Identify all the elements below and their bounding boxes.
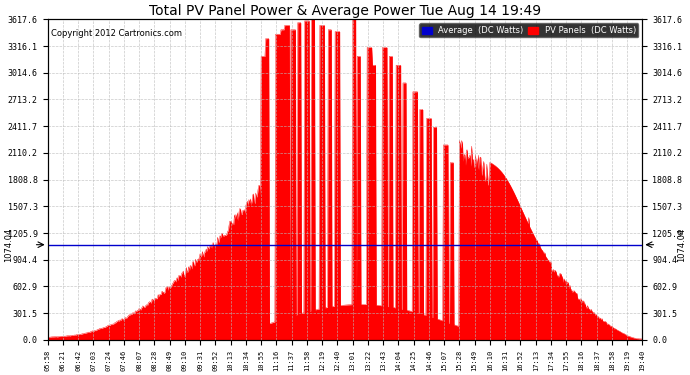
Text: 1074.04: 1074.04 bbox=[677, 228, 686, 262]
Text: Copyright 2012 Cartronics.com: Copyright 2012 Cartronics.com bbox=[50, 29, 181, 38]
Legend: Average  (DC Watts), PV Panels  (DC Watts): Average (DC Watts), PV Panels (DC Watts) bbox=[420, 24, 638, 38]
Title: Total PV Panel Power & Average Power Tue Aug 14 19:49: Total PV Panel Power & Average Power Tue… bbox=[149, 4, 541, 18]
Text: 1074.04: 1074.04 bbox=[4, 228, 13, 262]
